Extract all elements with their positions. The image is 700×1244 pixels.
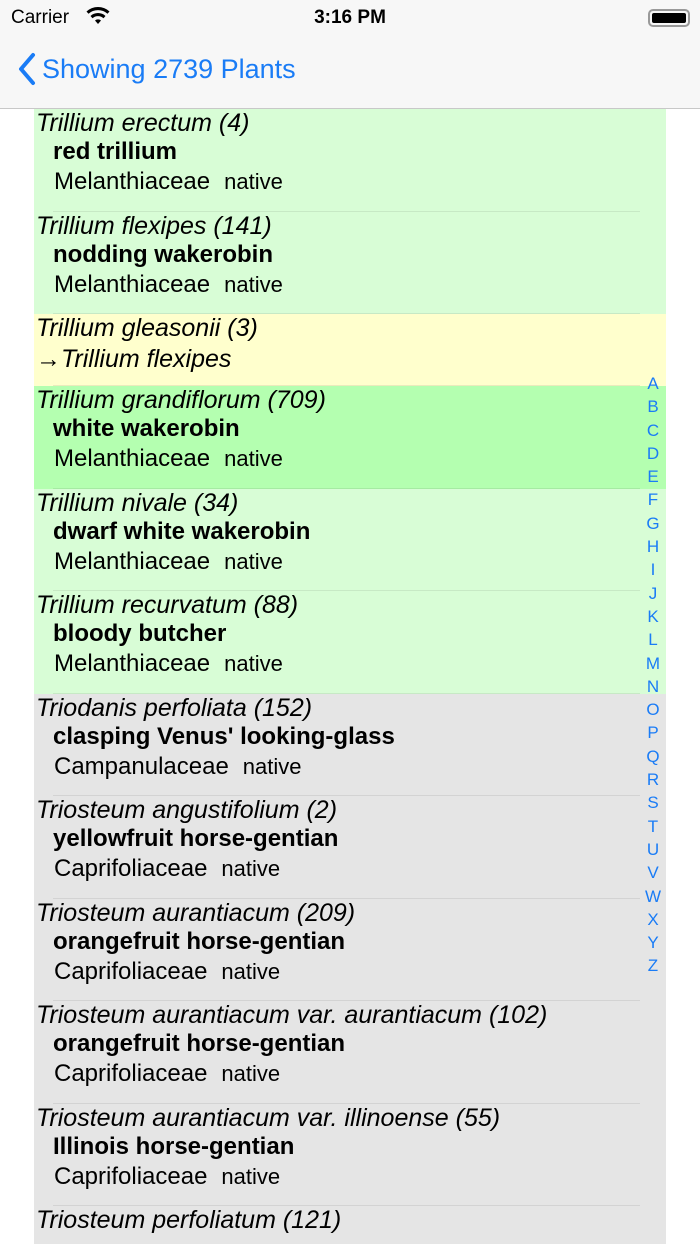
index-letter[interactable]: F	[647, 490, 659, 510]
plant-row[interactable]: Trillium flexipes (141) nodding wakerobin…	[34, 211, 666, 314]
index-letter[interactable]: T	[647, 816, 659, 836]
index-letter[interactable]: A	[647, 374, 659, 393]
plant-row[interactable]: Trillium erectum (4) red trillium Melanthi…	[34, 109, 666, 212]
scientific-name: Trillium grandiflorum (709)	[36, 386, 326, 414]
family-name: Melanthiaceae	[54, 445, 211, 472]
index-letter[interactable]: J	[648, 583, 658, 603]
common-name: yellowfruit horse-gentian	[53, 825, 339, 852]
index-letter[interactable]: C	[646, 420, 660, 440]
scientific-name: Triosteum angustifolium (2)	[36, 796, 338, 824]
plant-list[interactable]: Trillium erectum (4) red trillium Melanthi…	[34, 109, 666, 1244]
family-name: Melanthiaceae	[54, 547, 211, 575]
family-name: Melanthiaceae	[54, 650, 211, 677]
index-letter[interactable]: R	[646, 770, 660, 790]
plant-row[interactable]: Trillium gleasonii (3) →Trillium flexipes	[34, 314, 666, 386]
index-letter[interactable]: K	[647, 606, 659, 626]
native-status: native	[224, 271, 283, 297]
index-letter[interactable]: S	[647, 793, 659, 813]
common-name: orangefruit horse-gentian	[53, 1030, 346, 1057]
family-name: Caprifoliaceae	[54, 1060, 208, 1087]
family-name: Caprifoliaceae	[54, 855, 208, 882]
index-letter[interactable]: Q	[646, 746, 660, 766]
plant-row[interactable]: Triosteum angustifolium (2) yellowfruit h…	[34, 796, 666, 899]
scientific-name: Trillium recurvatum (88)	[36, 591, 299, 619]
index-letter[interactable]: P	[647, 723, 659, 743]
plant-row[interactable]: Triodanis perfoliata (152) clasping Venus…	[34, 693, 666, 796]
native-status: native	[224, 169, 283, 194]
scientific-name: Trillium gleasonii (3)	[36, 314, 258, 342]
scientific-name: Triosteum aurantiacum var. illinoense (5…	[36, 1103, 501, 1132]
plant-row[interactable]: Triosteum aurantiacum (209) orangefruit h…	[34, 898, 666, 1001]
common-name: clasping Venus' looking-glass	[53, 722, 395, 750]
common-name: orangefruit horse-gentian	[53, 927, 346, 955]
plant-row[interactable]: Trillium nivale (34) dwarf white wakerobi…	[34, 488, 666, 591]
native-status: native	[221, 1061, 281, 1086]
chevron-left-icon	[19, 53, 35, 85]
index-letter[interactable]: L	[648, 630, 658, 650]
common-name: red trillium	[53, 138, 178, 165]
index-letter[interactable]: U	[646, 839, 660, 859]
scientific-name: Triosteum aurantiacum var. aurantiacum (…	[36, 1001, 548, 1029]
index-letter[interactable]: E	[647, 467, 659, 487]
index-letter[interactable]: W	[644, 886, 662, 906]
native-status: native	[221, 1163, 281, 1189]
common-name: bloody butcher	[53, 620, 227, 647]
family-name: Caprifoliaceae	[54, 957, 208, 985]
native-status: native	[224, 651, 283, 676]
plant-row[interactable]: Triosteum aurantiacum var. aurantiacum (…	[34, 1001, 666, 1104]
index-letter[interactable]: H	[646, 537, 660, 557]
scientific-name: Triosteum aurantiacum (209)	[36, 898, 356, 927]
navigation-bar: Showing 2739 Plants	[0, 36, 700, 109]
plant-row[interactable]: Trillium grandiflorum (709) white wakerob…	[34, 386, 666, 489]
scientific-name: Trillium flexipes (141)	[36, 211, 272, 240]
scientific-name: Triosteum perfoliatum (121)	[36, 1206, 342, 1234]
clock: 3:16 PM	[314, 7, 386, 28]
index-letter[interactable]: B	[647, 397, 659, 417]
native-status: native	[224, 446, 283, 471]
common-name: white wakerobin	[53, 415, 240, 442]
index-letter[interactable]: G	[646, 513, 660, 533]
native-status: native	[221, 958, 281, 984]
index-letter[interactable]: O	[646, 700, 660, 720]
index-letter[interactable]: Y	[647, 933, 659, 953]
synonym-target: →Trillium flexipes	[36, 345, 232, 373]
battery-icon	[648, 9, 690, 27]
index-letter[interactable]: Z	[647, 956, 659, 976]
scientific-name: Triodanis perfoliata (152)	[36, 693, 313, 722]
index-letter[interactable]: D	[646, 443, 660, 463]
index-letter[interactable]: I	[650, 560, 656, 580]
family-name: Campanulaceae	[54, 752, 229, 780]
status-bar: Carrier 3:16 PM	[0, 0, 700, 36]
family-name: Melanthiaceae	[54, 168, 211, 195]
common-name: dwarf white wakerobin	[53, 517, 311, 545]
native-status: native	[242, 753, 302, 779]
family-name: Melanthiaceae	[54, 270, 211, 298]
plant-row[interactable]: Trillium recurvatum (88) bloody butcher Me…	[34, 591, 666, 694]
index-letter[interactable]: M	[645, 653, 661, 673]
common-name: Illinois horse-gentian	[53, 1132, 295, 1160]
plant-row[interactable]: Triosteum perfoliatum (121)	[34, 1206, 666, 1244]
index-letter[interactable]: X	[647, 909, 659, 929]
back-label: Showing 2739 Plants	[42, 53, 296, 84]
native-status: native	[221, 856, 281, 881]
carrier-label: Carrier	[11, 7, 70, 28]
family-name: Caprifoliaceae	[54, 1162, 208, 1190]
index-letter[interactable]: N	[646, 676, 660, 696]
index-letter[interactable]: V	[647, 863, 659, 883]
scientific-name: Trillium nivale (34)	[36, 488, 239, 517]
wifi-icon	[86, 7, 110, 24]
plant-row[interactable]: Triosteum aurantiacum var. illinoense (5…	[34, 1103, 666, 1206]
scientific-name: Trillium erectum (4)	[36, 109, 250, 137]
native-status: native	[224, 548, 283, 574]
common-name: nodding wakerobin	[53, 240, 273, 268]
back-button[interactable]: Showing 2739 Plants	[18, 52, 296, 86]
